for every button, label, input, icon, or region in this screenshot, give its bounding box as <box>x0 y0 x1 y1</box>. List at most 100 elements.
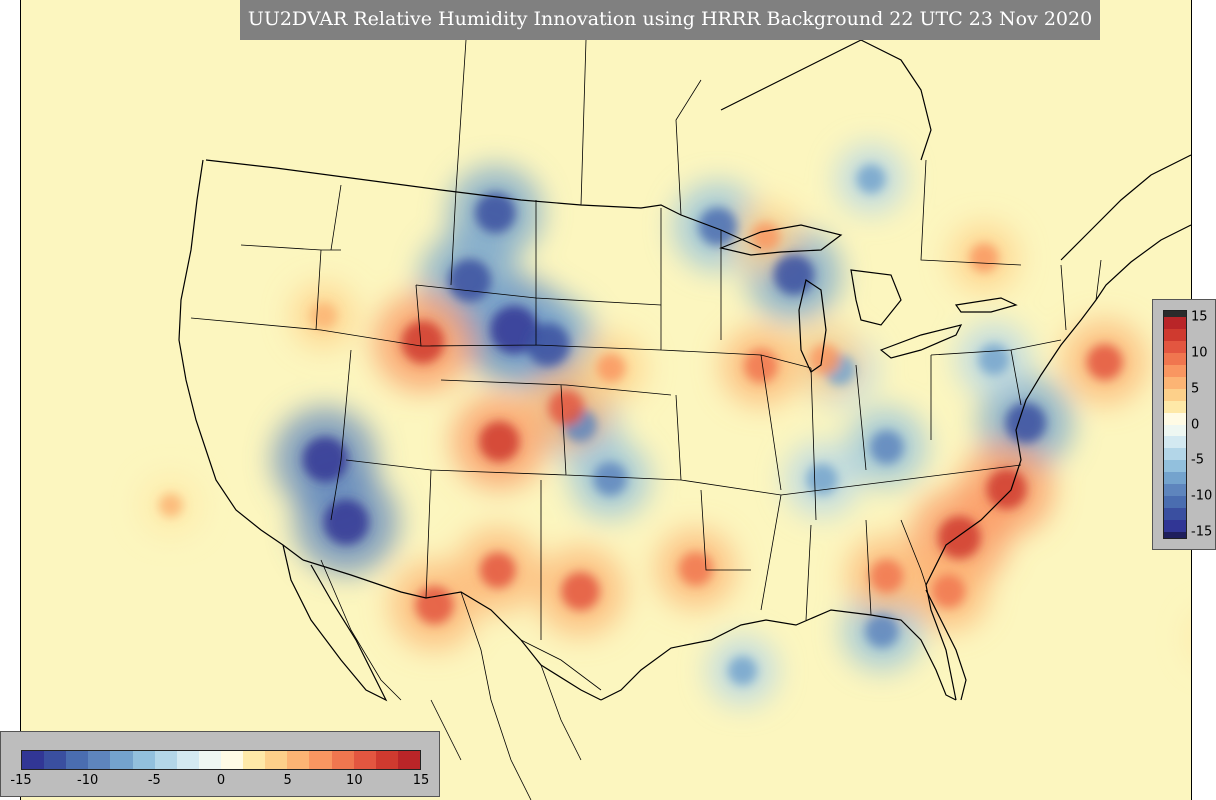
colorbar-swatch <box>1164 460 1186 473</box>
anomaly-core <box>415 585 454 625</box>
anomaly-core <box>561 572 600 611</box>
anomaly-core <box>478 421 520 462</box>
anomaly-core <box>751 222 781 252</box>
colorbar-swatch <box>1164 376 1186 390</box>
colorbar-swatch <box>88 751 111 769</box>
colorbar-swatch <box>1164 317 1186 330</box>
colorbar-swatch <box>1164 508 1186 521</box>
colorbar-swatch <box>1164 472 1186 485</box>
st-lawrence-coast <box>1060 154 1191 261</box>
colorbar-swatch <box>397 751 421 769</box>
anomaly-core <box>302 436 349 483</box>
anomaly-core <box>865 614 899 648</box>
anomaly-core <box>856 164 886 194</box>
colorbar-swatch <box>1164 328 1186 342</box>
colorbar-swatch <box>1164 412 1186 425</box>
anomaly-core-layer <box>158 164 1123 686</box>
lake-superior <box>719 224 843 256</box>
anomaly-core <box>490 305 539 354</box>
anomaly-core <box>931 574 966 609</box>
anomaly-core <box>986 468 1027 510</box>
horizontal-colorbar <box>21 750 421 770</box>
colorbar-tick-label: -10 <box>1191 488 1213 504</box>
colorbar-swatch <box>265 751 288 769</box>
canada-province-lines <box>455 39 1022 266</box>
anomaly-core <box>869 559 904 593</box>
colorbar-swatch <box>1164 448 1186 461</box>
colorbar-bottom-cap <box>1164 532 1186 538</box>
colorbar-swatch <box>1164 388 1186 402</box>
colorbar-tick-label: 10 <box>1191 345 1208 361</box>
anomaly-core <box>310 302 337 330</box>
colorbar-swatch <box>1164 436 1186 449</box>
anomaly-core <box>1005 402 1047 444</box>
colorbar-swatch <box>198 751 222 769</box>
horizontal-colorbar-panel: -15 -10 -5 0 5 10 15 <box>0 731 440 797</box>
colorbar-tick-label: 5 <box>1191 381 1200 397</box>
gulf-coast-line <box>600 609 957 701</box>
anomaly-core <box>479 552 516 589</box>
anomaly-core <box>1086 344 1123 381</box>
colorbar-swatch <box>44 751 67 769</box>
relative-humidity-map <box>21 0 1191 800</box>
vertical-colorbar-panel: -15 -10 -5 0 5 10 15 <box>1152 299 1216 550</box>
state-lines <box>190 184 1102 640</box>
colorbar-tick-label: -15 <box>1191 524 1213 540</box>
baja-california <box>282 544 388 702</box>
lake-ontario <box>954 297 1018 313</box>
anomaly-core <box>593 461 627 496</box>
colorbar-swatch <box>331 751 355 769</box>
colorbar-tick-label: -15 <box>10 773 32 788</box>
colorbar-tick-label: 5 <box>283 773 292 788</box>
colorbar-tick-label: -5 <box>147 773 161 788</box>
lake-erie <box>879 324 963 359</box>
colorbar-swatch <box>1164 340 1186 354</box>
hudson-bay-coast <box>720 39 932 161</box>
mexico-lines <box>320 559 602 800</box>
colorbar-tick-label: -5 <box>1191 452 1204 468</box>
anomaly-core <box>401 320 445 364</box>
map-frame <box>20 0 1192 800</box>
colorbar-swatch <box>22 751 45 769</box>
colorbar-swatch <box>132 751 156 769</box>
colorbar-swatch <box>1164 424 1186 437</box>
colorbar-swatch <box>1164 496 1186 509</box>
colorbar-tick-label: 10 <box>346 773 363 788</box>
florida-peninsula <box>925 589 967 701</box>
lake-huron <box>850 269 902 326</box>
anomaly-core <box>773 254 815 296</box>
colorbar-swatch <box>353 751 377 769</box>
boundary-lines <box>178 39 1191 800</box>
positive-anomaly-area <box>1186 622 1191 654</box>
colorbar-swatch <box>243 751 266 769</box>
colorbar-swatch <box>1164 364 1186 378</box>
map-title: UU2DVAR Relative Humidity Innovation usi… <box>240 0 1100 40</box>
anomaly-core <box>548 389 585 426</box>
anomaly-core <box>526 323 570 367</box>
anomaly-core <box>937 515 981 560</box>
anomaly-core <box>448 258 492 302</box>
colorbar-swatch <box>110 751 134 769</box>
anomaly-core <box>969 243 999 273</box>
vertical-colorbar <box>1163 310 1187 539</box>
us-west-coast-line <box>178 159 304 561</box>
colorbar-swatch <box>1164 484 1186 497</box>
lake-michigan <box>798 279 827 373</box>
anomaly-core <box>323 499 370 546</box>
colorbar-top-cap <box>1164 311 1186 317</box>
colorbar-tick-label: -10 <box>77 773 99 788</box>
us-mexico-border <box>302 559 602 701</box>
colorbar-tick-label: 0 <box>216 773 226 788</box>
colorbar-tick-label: 15 <box>1191 309 1208 325</box>
colorbar-swatch <box>1164 352 1186 366</box>
anomaly-core <box>158 493 183 518</box>
anomaly-core <box>728 656 757 686</box>
anomaly-core <box>806 463 838 495</box>
anomaly-core <box>869 430 904 464</box>
colorbar-swatch <box>1164 520 1186 533</box>
anomaly-core <box>596 353 626 383</box>
atlantic-coast-line <box>925 224 1191 701</box>
colorbar-swatch <box>154 751 178 769</box>
colorbar-swatch <box>1164 400 1186 414</box>
colorbar-tick-label: 0 <box>1191 417 1200 432</box>
